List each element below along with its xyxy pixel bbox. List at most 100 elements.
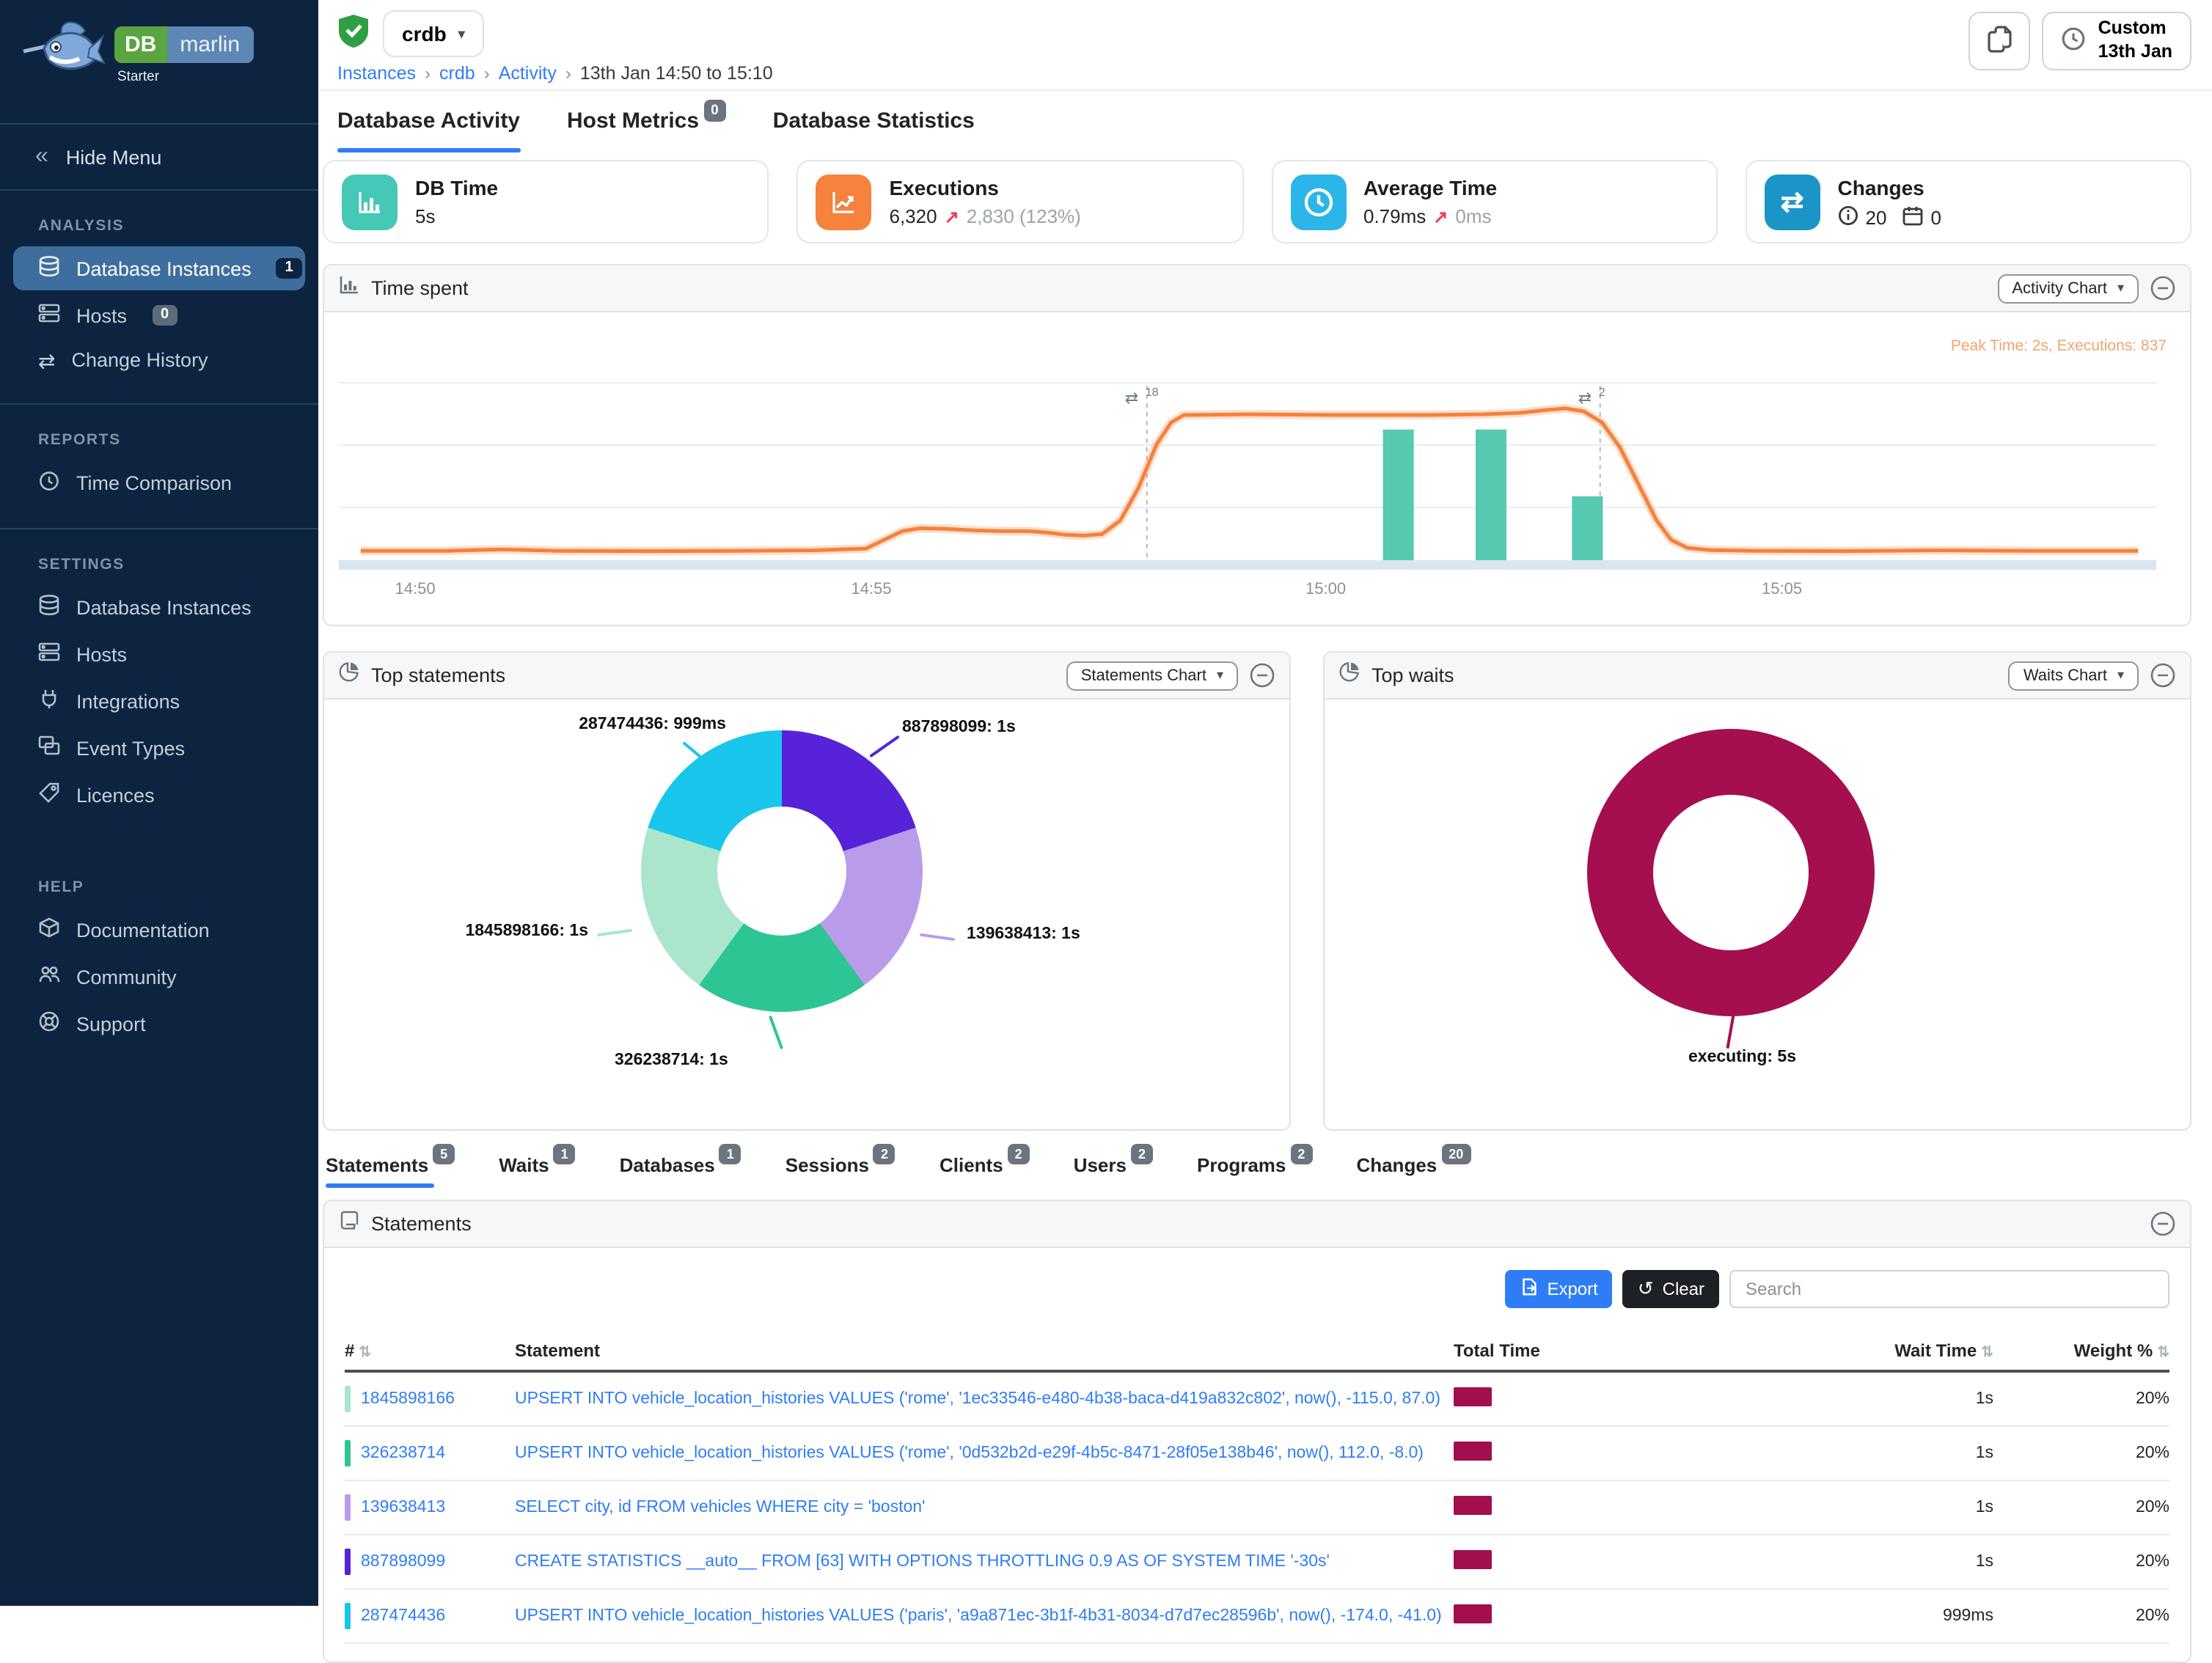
activity-chart-selector[interactable]: Activity Chart ▾ [1997, 274, 2139, 303]
db-time-line [360, 406, 2139, 554]
change-marker: ⇄ 18 [1125, 386, 1159, 407]
statement-id-link[interactable]: 326238714 [361, 1444, 446, 1462]
statement-sql-link[interactable]: CREATE STATISTICS __auto__ FROM [63] WIT… [515, 1552, 1330, 1571]
total-time-bar [1454, 1604, 1492, 1623]
statement-sql-link[interactable]: SELECT city, id FROM vehicles WHERE city… [515, 1498, 926, 1516]
svg-text:15:05: 15:05 [1762, 579, 1802, 598]
tab-statements[interactable]: Statements 5 [326, 1144, 455, 1188]
export-label: Export [1547, 1279, 1598, 1299]
peak-note: Peak Time: 2s, Executions: 837 [1950, 337, 2167, 355]
sidebar-item-documentation[interactable]: Documentation [13, 908, 305, 952]
tab-label: Waits [499, 1154, 549, 1176]
topbar: crdb ▾ Instances › crdb › Activity › 13t… [318, 0, 2212, 91]
copy-button[interactable] [1969, 12, 2031, 70]
tab-waits[interactable]: Waits 1 [499, 1144, 576, 1188]
svg-text:2: 2 [1599, 386, 1605, 399]
sort-icon: ⇅ [359, 1345, 372, 1361]
breadcrumb-instances[interactable]: Instances [337, 63, 417, 84]
activity-chart[interactable]: Peak Time: 2s, Executions: 837 ⇄ 18 [324, 327, 2190, 625]
statement-id-link[interactable]: 139638413 [361, 1499, 446, 1516]
breadcrumb-crdb[interactable]: crdb [439, 63, 475, 84]
statement-id-link[interactable]: 887898099 [361, 1553, 446, 1571]
sidebar-item-hosts[interactable]: Hosts 0 [13, 293, 305, 337]
statement-id-link[interactable]: 287474436 [361, 1607, 446, 1625]
time-range-button[interactable]: Custom 13th Jan [2042, 12, 2191, 70]
donut-hole [717, 807, 846, 936]
tab-database-statistics[interactable]: Database Statistics [773, 109, 975, 153]
tab-users[interactable]: Users 2 [1073, 1144, 1153, 1188]
col-header-wait-time[interactable]: Wait Time ⇅ [1806, 1332, 1993, 1373]
tab-label: Host Metrics [567, 109, 700, 133]
col-header-num[interactable]: # ⇅ [345, 1332, 515, 1373]
collapse-panel-button[interactable] [2150, 1211, 2175, 1236]
tab-databases[interactable]: Databases 1 [619, 1144, 741, 1188]
donut-label: 326238714: 1s [615, 1051, 728, 1069]
tab-label: Database Statistics [772, 109, 975, 133]
info-icon [1838, 205, 1858, 230]
export-button[interactable]: Export [1504, 1270, 1613, 1308]
breadcrumb-activity[interactable]: Activity [498, 63, 557, 84]
database-icon [38, 255, 60, 282]
tab-label: Databases [619, 1154, 715, 1176]
tab-changes[interactable]: Changes 20 [1356, 1144, 1471, 1188]
panel-title: Statements [371, 1213, 472, 1235]
weight-value: 20% [1993, 1589, 2169, 1644]
col-header-weight[interactable]: Weight % ⇅ [1993, 1332, 2169, 1373]
collapse-panel-button[interactable] [1250, 663, 1275, 688]
statements-donut[interactable] [641, 730, 923, 1012]
main-content: crdb ▾ Instances › crdb › Activity › 13t… [318, 0, 2212, 1663]
tab-label: Users [1073, 1154, 1127, 1176]
tab-programs[interactable]: Programs 2 [1197, 1144, 1313, 1188]
sidebar-item-label: Community [76, 966, 177, 988]
kpi-delta: 2,830 (123%) [966, 205, 1081, 227]
statement-sql-link[interactable]: UPSERT INTO vehicle_location_histories V… [515, 1389, 1440, 1408]
statements-donut-chart[interactable]: 887898099: 1s 139638413: 1s 326238714: 1… [324, 700, 1289, 1129]
breadcrumb-sep-icon: › [483, 63, 490, 84]
clear-button[interactable]: ↺ Clear [1622, 1270, 1719, 1308]
export-icon [1519, 1277, 1538, 1301]
instance-selector[interactable]: crdb ▾ [383, 10, 484, 57]
sidebar-item-time-comparison[interactable]: Time Comparison [13, 460, 305, 504]
col-header-statement[interactable]: Statement [515, 1332, 1454, 1373]
sidebar-item-database-instances[interactable]: Database Instances 1 [13, 246, 305, 290]
search-input[interactable] [1729, 1270, 2169, 1308]
tab-database-activity[interactable]: Database Activity [337, 109, 520, 153]
pie-chart-icon [339, 661, 359, 689]
sort-icon: ⇅ [2157, 1345, 2169, 1361]
sidebar-item-support[interactable]: Support [13, 1002, 305, 1046]
col-header-total-time[interactable]: Total Time [1454, 1332, 1806, 1373]
statement-sql-link[interactable]: UPSERT INTO vehicle_location_histories V… [515, 1444, 1424, 1462]
statement-id-link[interactable]: 1845898166 [361, 1390, 455, 1408]
sidebar-item-change-history[interactable]: ⇄ Change History [13, 340, 305, 380]
leader-line [919, 933, 956, 941]
waits-chart-selector[interactable]: Waits Chart ▾ [2008, 661, 2139, 690]
sidebar-item-settings-hosts[interactable]: Hosts [13, 632, 305, 676]
tab-clients[interactable]: Clients 2 [940, 1144, 1030, 1188]
weight-value: 20% [1993, 1480, 2169, 1535]
copy-icon [1987, 25, 2013, 57]
waits-donut-chart[interactable]: executing: 5s [1325, 700, 2190, 1129]
up-right-arrow-icon: ↗ [944, 206, 959, 227]
table-row: 887898099 CREATE STATISTICS __auto__ FRO… [345, 1535, 2169, 1590]
sidebar-item-settings-database-instances[interactable]: Database Instances [13, 585, 305, 629]
statements-chart-selector[interactable]: Statements Chart ▾ [1066, 661, 1238, 690]
clock-icon [1290, 175, 1346, 230]
statement-sql-link[interactable]: UPSERT INTO vehicle_location_histories V… [515, 1607, 1442, 1625]
tab-badge: 2 [873, 1144, 896, 1164]
brand-edition: Starter [117, 69, 160, 85]
collapse-panel-button[interactable] [2150, 276, 2175, 301]
sidebar-item-community[interactable]: Community [13, 955, 305, 999]
breadcrumb-current: 13th Jan 14:50 to 15:10 [579, 63, 773, 84]
sidebar-item-integrations[interactable]: Integrations [13, 679, 305, 723]
clear-label: Clear [1662, 1279, 1704, 1299]
leader-line [869, 735, 900, 758]
waits-donut[interactable] [1587, 729, 1875, 1016]
hide-menu-label: Hide Menu [65, 146, 162, 168]
collapse-panel-button[interactable] [2150, 663, 2175, 688]
sidebar-item-licences[interactable]: Licences [13, 773, 305, 817]
sidebar-item-event-types[interactable]: Event Types [13, 726, 305, 770]
hide-menu-button[interactable]: « Hide Menu [0, 123, 318, 191]
tab-sessions[interactable]: Sessions 2 [785, 1144, 896, 1188]
tab-host-metrics[interactable]: Host Metrics 0 [567, 100, 726, 153]
sidebar-item-label: Integrations [76, 690, 180, 712]
